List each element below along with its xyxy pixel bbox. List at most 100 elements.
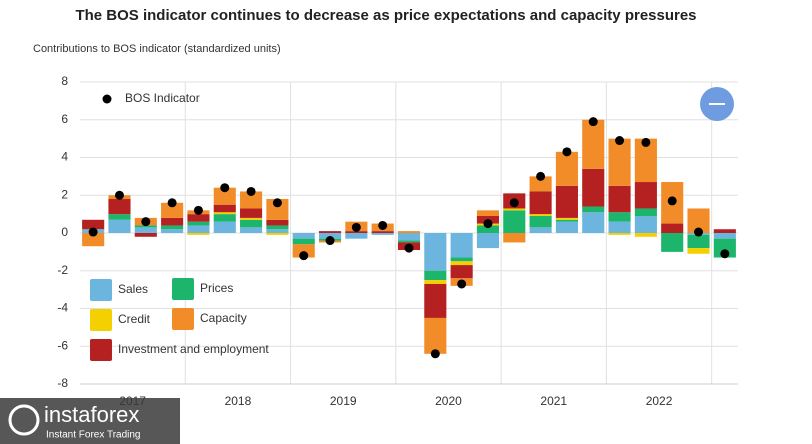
bar-segment [529, 214, 552, 217]
bar-segment [318, 233, 342, 239]
bar-segment [608, 185, 631, 213]
legend: BOS Indicator Sales Prices Credit Capacity In… [90, 91, 269, 361]
bar-segment [213, 221, 236, 233]
bar-segment [371, 233, 394, 235]
bar-segment [108, 214, 131, 220]
bar-segment [134, 225, 157, 228]
indicator-dot [299, 251, 309, 261]
bar-segment [266, 219, 289, 226]
bar-segment [213, 187, 236, 205]
bar-segment [582, 206, 605, 213]
watermark-bg [0, 398, 180, 444]
bar-segment [634, 233, 657, 237]
indicator-dot [588, 117, 598, 127]
indicator-dot [220, 183, 230, 193]
bar-segment [108, 219, 131, 233]
bar-segment [529, 176, 552, 192]
bar-segment [266, 229, 289, 233]
bar-segment [134, 227, 157, 233]
bar-segment [108, 199, 131, 215]
indicator-dot [615, 136, 625, 146]
y-tick-label: 2 [61, 187, 68, 201]
bar-segment [608, 221, 631, 233]
bar-segment [634, 182, 657, 209]
bar-segment [555, 185, 578, 218]
indicator-dot [694, 227, 704, 237]
bar-segment [450, 265, 473, 279]
bar-segment [529, 227, 552, 233]
bar-segment [187, 233, 210, 235]
bar-segment [266, 199, 289, 220]
y-tick-label: 6 [61, 112, 68, 126]
bar-segment [82, 233, 105, 247]
bar-segment [240, 191, 263, 209]
bar-segment [476, 210, 500, 217]
bar-segment [634, 208, 657, 217]
bar-segment [161, 202, 184, 218]
indicator-dot [246, 186, 256, 196]
x-tick-label: 2020 [435, 394, 462, 408]
bar-segment [476, 233, 500, 249]
bar-segment [397, 240, 421, 243]
bar-segment [240, 219, 263, 228]
bar-segment [555, 219, 578, 222]
bar-segment [582, 168, 605, 207]
indicator-dot [114, 190, 124, 200]
bar-segment [503, 208, 526, 211]
bar-segment [213, 212, 236, 215]
bar-segment [424, 233, 447, 271]
y-axis-title: Contributions to BOS indicator (standard… [33, 43, 281, 55]
bar-segment [424, 280, 447, 284]
bar-segment [424, 317, 447, 354]
legend-label: BOS Indicator [125, 91, 200, 105]
grid: -8-6-4-202468201720182019202020212022 [57, 74, 738, 408]
x-tick-label: 2019 [330, 394, 357, 408]
bar-segment [161, 225, 184, 230]
bar-segment [634, 216, 657, 233]
indicator-dot [562, 147, 572, 157]
y-tick-label: 8 [61, 74, 68, 88]
indicator-dot [430, 349, 440, 359]
bar-segment [450, 261, 473, 266]
bar-segment [661, 223, 684, 233]
bar-segment [713, 233, 736, 239]
bar-segment [240, 208, 263, 218]
y-tick-label: 0 [61, 225, 68, 239]
bar-segment [266, 233, 289, 235]
x-tick-label: 2021 [540, 394, 567, 408]
indicator-dot [483, 219, 493, 229]
indicator-dot [167, 198, 177, 208]
bar-segment [371, 231, 394, 233]
bar-segment [134, 233, 157, 237]
watermark-name: instaforex [44, 402, 139, 427]
bar-segment [687, 208, 710, 233]
legend-label: Investment and employment [118, 342, 269, 356]
bar-segment [292, 238, 315, 245]
legend-swatch [172, 278, 194, 300]
bar-segment [424, 283, 447, 318]
bar-segment [687, 234, 710, 249]
x-tick-label: 2018 [225, 394, 252, 408]
bar-segment [687, 248, 710, 254]
watermark: instaforex Instant Forex Trading [0, 398, 180, 444]
bar-segment [161, 217, 184, 226]
y-tick-label: -8 [57, 376, 68, 390]
bar-segment [240, 217, 263, 220]
y-tick-label: -2 [57, 263, 68, 277]
indicator-dot [667, 196, 677, 206]
watermark-logo [8, 404, 40, 436]
bar-segment [529, 216, 552, 228]
x-tick-label: 2022 [646, 394, 673, 408]
bar-segment [397, 231, 421, 233]
bar-segment [634, 138, 657, 183]
legend-marker [102, 94, 112, 104]
indicator-dot [141, 217, 151, 227]
bar-segment [397, 233, 421, 241]
bar-segment [345, 231, 368, 233]
bar-segment [424, 270, 447, 281]
bar-segment [187, 214, 210, 222]
legend-swatch [90, 309, 112, 331]
bar-segment [318, 231, 342, 233]
bar-segment [82, 219, 105, 230]
